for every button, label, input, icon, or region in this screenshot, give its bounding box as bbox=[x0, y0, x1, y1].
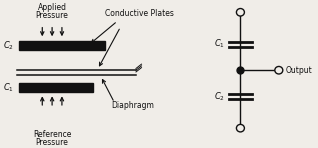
Circle shape bbox=[236, 124, 245, 132]
Text: Output: Output bbox=[286, 66, 313, 75]
Text: Reference: Reference bbox=[33, 130, 71, 139]
Text: Applied: Applied bbox=[38, 3, 66, 12]
Text: Conductive Plates: Conductive Plates bbox=[105, 9, 174, 18]
Circle shape bbox=[275, 66, 283, 74]
Text: $C_2$: $C_2$ bbox=[214, 90, 225, 103]
Text: $C_2$: $C_2$ bbox=[3, 39, 14, 52]
Bar bbox=[19, 83, 93, 92]
Text: $C_1$: $C_1$ bbox=[3, 81, 14, 94]
Text: Pressure: Pressure bbox=[36, 11, 69, 20]
Bar bbox=[19, 41, 105, 50]
Text: Diaphragm: Diaphragm bbox=[111, 101, 154, 110]
Text: $C_1$: $C_1$ bbox=[214, 38, 225, 50]
Text: Pressure: Pressure bbox=[36, 137, 69, 147]
Circle shape bbox=[236, 9, 245, 16]
